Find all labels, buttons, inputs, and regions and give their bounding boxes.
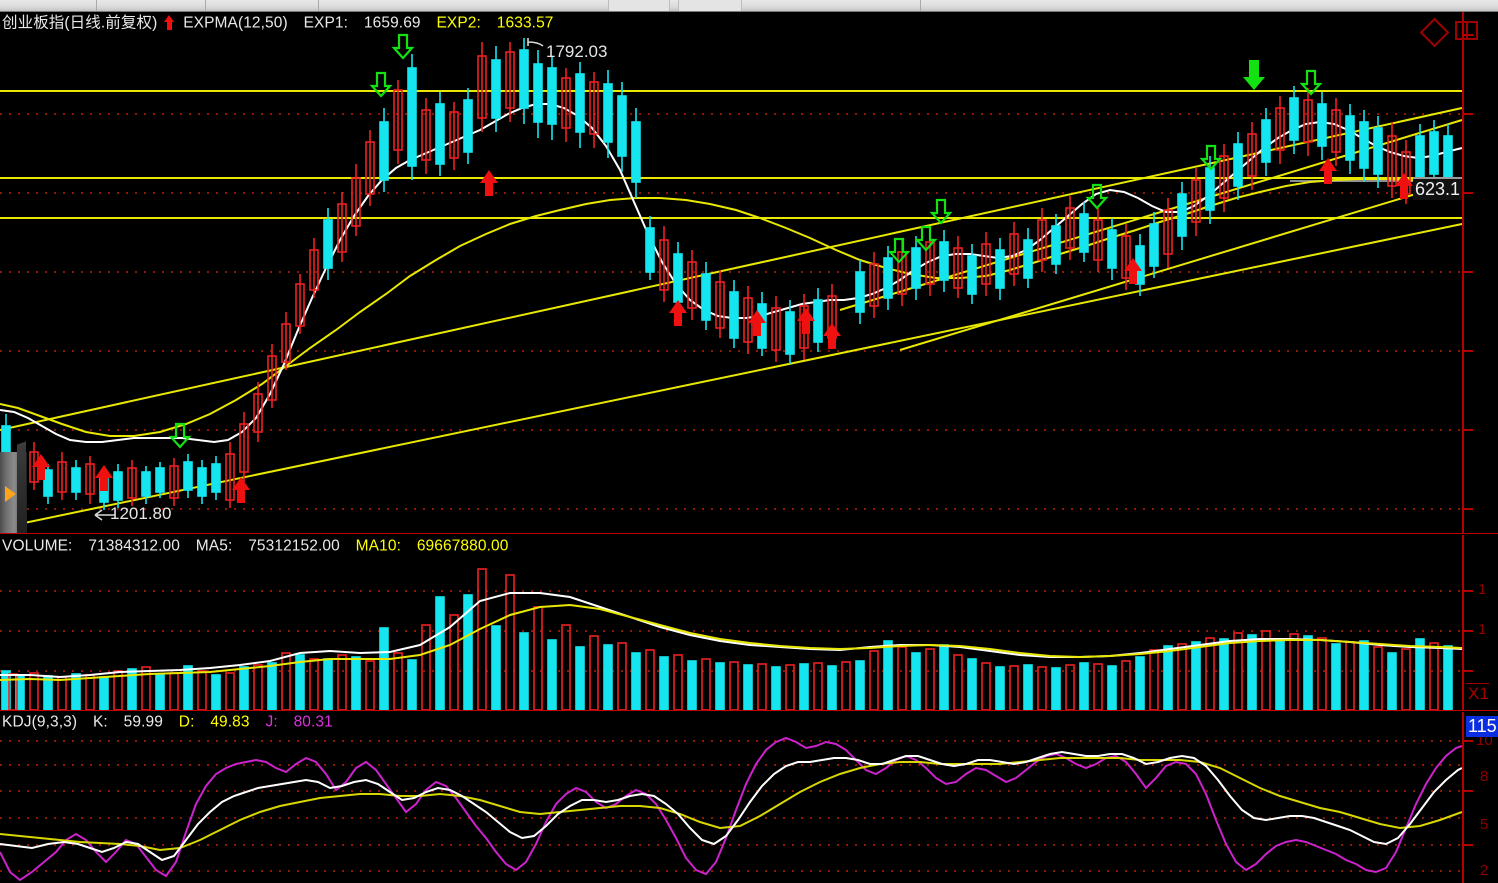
axis-tick [1464, 790, 1473, 792]
multiplier-badge: X1 [1466, 683, 1489, 703]
support-line [0, 217, 1462, 219]
volume-label: VOLUME: [2, 537, 73, 555]
volume-value: 71384312.00 [88, 537, 180, 555]
exp1-label: EXP1: [303, 14, 349, 32]
axis-tick [1464, 740, 1473, 742]
volume-ma10-value: 69667880.00 [416, 537, 509, 555]
volume-ma5-label: MA5: [195, 537, 233, 555]
axis-tick [1464, 192, 1473, 194]
kdj-k-label: K: [92, 713, 108, 731]
gridline [0, 590, 1462, 592]
kdj-axis-label: 5 [1480, 816, 1489, 833]
exp2-label: EXP2: [436, 14, 481, 32]
gridline [0, 844, 1462, 846]
volume-panel-header: VOLUME: 71384312.00 MA5: 75312152.00 MA1… [2, 536, 508, 555]
toolbar-button[interactable] [678, 0, 742, 11]
resistance-line [0, 177, 1462, 179]
gridline [0, 192, 1462, 194]
kdj-j-line [0, 736, 1463, 882]
sell-marker-strong [1243, 60, 1265, 90]
annotation-leaders [94, 38, 544, 521]
kdj-j-value: 80.31 [293, 713, 333, 731]
gridline [0, 271, 1462, 273]
volume-bars [1, 568, 1453, 710]
swing-low-label: 1201.80 [110, 504, 172, 523]
gridline [0, 817, 1462, 819]
candlestick-series [1, 38, 1453, 510]
indicator-name: EXPMA(12,50) [183, 14, 288, 32]
volume-axis-label: 1 [1478, 621, 1487, 638]
toolbar-separator [318, 0, 319, 11]
volume-ma5-line [0, 592, 1463, 679]
axis-tick [1464, 630, 1473, 632]
resistance-line [0, 90, 1462, 92]
gridline [0, 429, 1462, 431]
kdj-j-label: J: [265, 713, 278, 731]
axis-tick [1464, 113, 1473, 115]
kdj-panel-header: KDJ(9,3,3) K: 59.99 D: 49.83 J: 80.31 [2, 712, 333, 731]
sidebar-handle-body[interactable] [0, 452, 27, 533]
gridline [0, 740, 1462, 742]
volume-panel[interactable]: 1 1 VOLUME: 71384312.00 MA5: 75312152.00… [0, 535, 1498, 710]
axis-tick [1464, 590, 1473, 592]
swing-high-label: 1792.03 [546, 42, 608, 61]
kdj-axis [1462, 712, 1464, 883]
kdj-indicator-label: KDJ(9,3,3) [2, 713, 78, 731]
volume-ma10-line [0, 603, 1463, 682]
panel-divider [0, 710, 1498, 711]
toolbar-separator [920, 0, 921, 11]
axis-tick [1464, 508, 1473, 510]
volume-ma5-value: 75312152.00 [248, 537, 340, 555]
axis-tick [1464, 271, 1473, 273]
axis-tick [1464, 429, 1473, 431]
cursor-price-label: 623.1 [1413, 177, 1463, 200]
price-panel[interactable]: 1792.03 1201.80 623.1 创业板指(日线.前复权) EXPMA… [0, 12, 1498, 533]
price-chart-canvas [0, 33, 1463, 529]
sell-markers [168, 33, 1323, 449]
kdj-highlight-badge: 115 [1466, 716, 1498, 737]
gridline [0, 113, 1462, 115]
expand-sidebar-arrow-icon[interactable] [5, 486, 16, 502]
gridline [0, 508, 1462, 510]
gridline [0, 790, 1462, 792]
volume-ma10-label: MA10: [355, 537, 401, 555]
buy-markers [32, 158, 1413, 503]
gridline [0, 870, 1462, 872]
toolbar-separator [96, 0, 97, 11]
gridline [0, 350, 1462, 352]
volume-axis [1462, 535, 1464, 710]
axis-tick [1464, 34, 1473, 36]
kdj-chart-canvas [0, 736, 1463, 882]
toolbar-button[interactable] [608, 0, 670, 11]
symbol-title: 创业板指(日线.前复权) [2, 14, 158, 32]
kdj-axis-label: 2 [1480, 862, 1489, 879]
split-window-icon[interactable] [1455, 21, 1478, 40]
gridline [0, 670, 1462, 672]
up-arrow-icon [163, 15, 175, 31]
volume-axis-label: 1 [1478, 581, 1487, 598]
kdj-axis-label: 8 [1480, 768, 1489, 785]
top-toolbar[interactable] [0, 0, 1498, 12]
kdj-d-line [0, 757, 1463, 852]
axis-tick [1464, 670, 1473, 672]
gridline [0, 764, 1462, 766]
toolbar-separator [205, 0, 206, 11]
sidebar-expand-handle[interactable] [0, 452, 27, 533]
volume-chart-canvas [0, 568, 1463, 710]
kdj-k-line [0, 750, 1463, 862]
gridline [0, 630, 1462, 632]
price-panel-header: 创业板指(日线.前复权) EXPMA(12,50) EXP1: 1659.69 … [2, 13, 554, 32]
kdj-k-value: 59.99 [123, 713, 163, 731]
exp1-value: 1659.69 [363, 14, 421, 32]
kdj-d-label: D: [178, 713, 195, 731]
exp2-value: 1633.57 [496, 14, 554, 32]
price-axis [1462, 12, 1464, 533]
kdj-d-value: 49.83 [210, 713, 250, 731]
kdj-panel[interactable]: 10 8 5 2 KDJ(9,3,3) K: 59.99 D: 49.83 J:… [0, 712, 1498, 883]
panel-divider [0, 533, 1498, 534]
axis-tick [1464, 350, 1473, 352]
axis-tick [1464, 844, 1473, 846]
cursor-hline [1290, 180, 1462, 182]
